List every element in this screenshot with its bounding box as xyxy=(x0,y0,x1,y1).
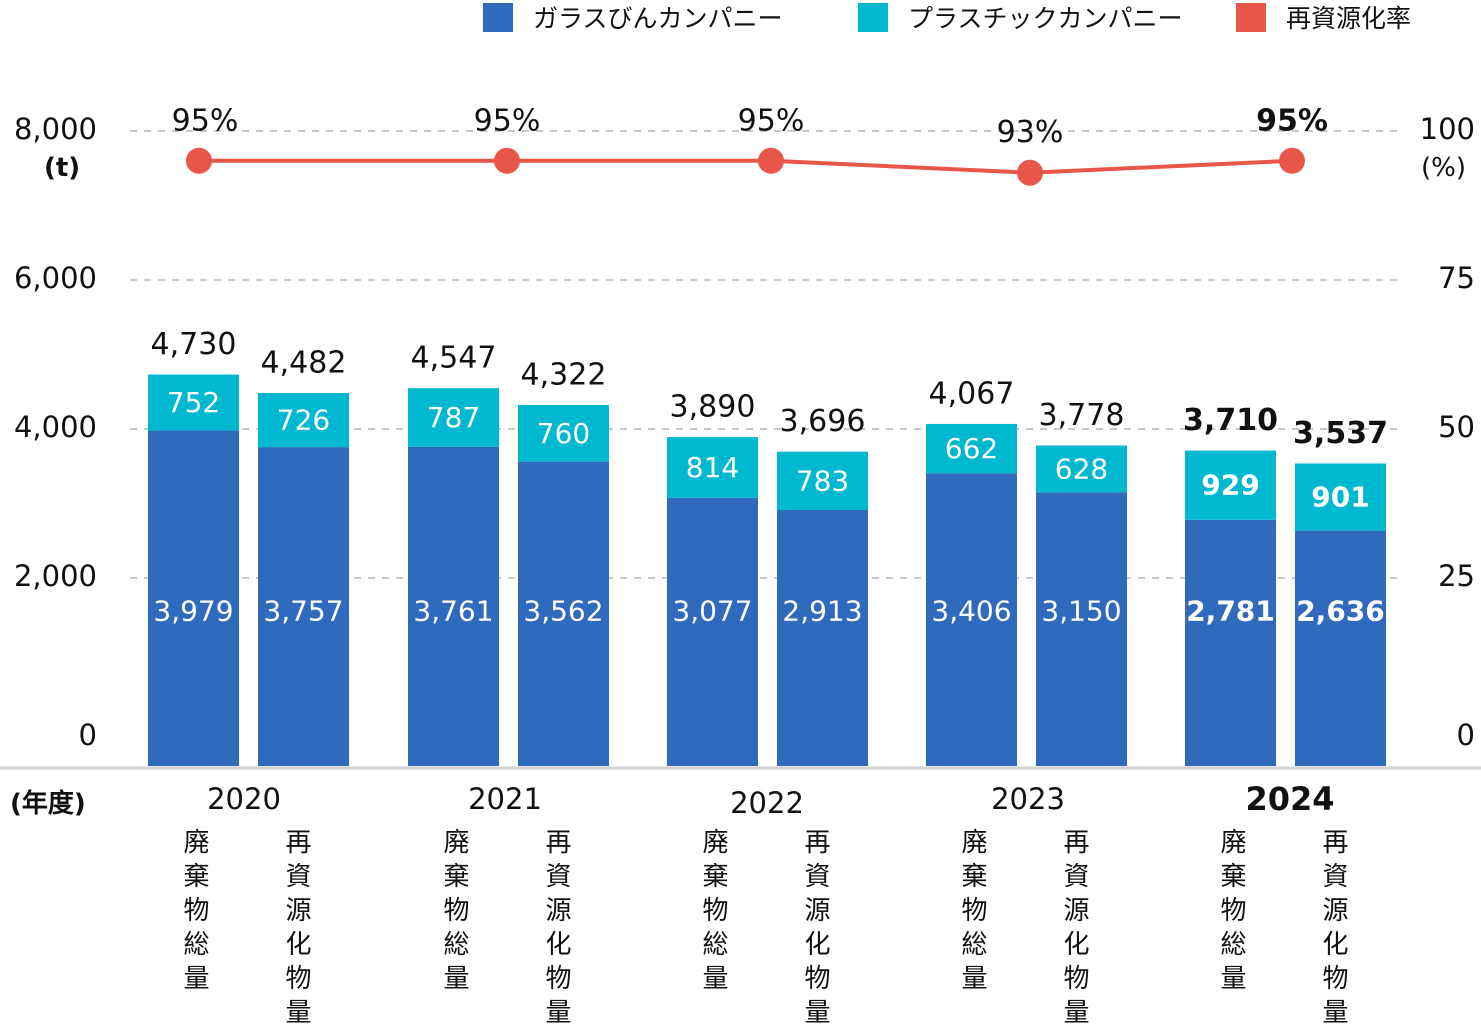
bar-glass-value-label: 2,636 xyxy=(1296,595,1385,628)
y-axis-tick-label: 8,000 xyxy=(14,112,97,146)
bar-glass xyxy=(926,473,1017,766)
y2-axis-tick-label: 75 xyxy=(1438,261,1475,295)
x-axis-unit: (年度) xyxy=(10,789,86,819)
y2-axis-tick-label: 100 xyxy=(1420,112,1475,146)
bar-total-label: 3,696 xyxy=(780,404,866,439)
bar-glass xyxy=(1036,492,1127,766)
bar-glass xyxy=(667,497,758,766)
bar-plastic-value-label: 760 xyxy=(537,417,590,450)
bar-plastic-value-label: 901 xyxy=(1311,481,1369,514)
bar-glass-value-label: 3,150 xyxy=(1041,595,1121,628)
x-subcategory-label: 廃棄物総量 xyxy=(1220,828,1246,994)
bar-glass xyxy=(1185,519,1276,766)
bar-plastic xyxy=(1036,445,1127,493)
bar-plastic-value-label: 929 xyxy=(1201,469,1259,502)
bar-plastic-value-label: 814 xyxy=(686,451,739,484)
x-subcategory-label: 廃棄物総量 xyxy=(183,828,209,994)
bar-total-label: 4,482 xyxy=(261,346,347,381)
bar-plastic xyxy=(777,451,868,510)
bar-glass xyxy=(518,461,609,766)
legend-item-plastic: プラスチックカンパニー xyxy=(858,0,1183,34)
legend-swatch-recycle-rate xyxy=(1236,2,1266,32)
y-axis-tick-label: 4,000 xyxy=(14,410,97,444)
bar-plastic-value-label: 628 xyxy=(1055,452,1108,485)
x-axis-category-label: 2024 xyxy=(1245,780,1334,818)
bar-total-label: 3,537 xyxy=(1293,416,1388,451)
x-subcategory-label: 廃棄物総量 xyxy=(961,828,987,994)
x-axis-category-label: 2022 xyxy=(730,786,804,820)
bar-glass xyxy=(777,509,868,766)
right-axis-unit: (%) xyxy=(1421,153,1466,183)
legend-swatch-glass xyxy=(483,2,513,32)
y-axis-tick-label: 0 xyxy=(79,718,97,752)
left-axis-unit: (t) xyxy=(44,153,81,183)
bar-total-label: 4,322 xyxy=(521,358,607,393)
x-axis-category-label: 2021 xyxy=(468,782,542,816)
recycle-rate-point xyxy=(186,147,212,174)
x-subcategory-label: 再資源化物量 xyxy=(1063,828,1089,1028)
recycle-rate-point xyxy=(1279,147,1305,174)
bar-plastic-value-label: 752 xyxy=(167,386,220,419)
bar-plastic-value-label: 662 xyxy=(945,432,998,465)
bar-glass-value-label: 3,979 xyxy=(153,595,233,628)
x-axis-category-label: 2023 xyxy=(991,782,1065,816)
recycle-rate-label: 95% xyxy=(1256,103,1328,138)
recycle-rate-label: 93% xyxy=(997,115,1064,150)
bar-glass xyxy=(258,447,349,766)
x-subcategory-label: 廃棄物総量 xyxy=(443,828,469,994)
bar-glass-value-label: 3,562 xyxy=(523,595,603,628)
bar-glass-value-label: 2,913 xyxy=(782,595,862,628)
bar-total-label: 3,890 xyxy=(670,390,756,425)
recycle-rate-point xyxy=(494,147,520,174)
bar-plastic xyxy=(408,388,499,447)
y2-axis-tick-label: 0 xyxy=(1457,718,1475,752)
bar-plastic xyxy=(1295,463,1386,531)
legend-label-recycle-rate: 再資源化率 xyxy=(1286,4,1412,33)
bar-glass-value-label: 3,757 xyxy=(263,595,343,628)
x-subcategory-label: 再資源化物量 xyxy=(545,828,571,1028)
bar-plastic xyxy=(148,374,239,431)
bar-glass-value-label: 3,077 xyxy=(672,595,752,628)
legend-label-plastic: プラスチックカンパニー xyxy=(908,4,1183,33)
recycle-rate-point xyxy=(758,147,784,174)
bar-plastic xyxy=(1185,450,1276,520)
y-axis-tick-label: 6,000 xyxy=(14,261,97,295)
legend-item-recycle-rate: 再資源化率 xyxy=(1236,0,1411,34)
bar-glass-value-label: 2,781 xyxy=(1186,595,1275,628)
bar-glass xyxy=(1295,530,1386,766)
legend-label-glass: ガラスびんカンパニー xyxy=(533,4,783,33)
y2-axis-tick-label: 25 xyxy=(1438,559,1475,593)
recycle-rate-label: 95% xyxy=(474,103,541,138)
bar-plastic xyxy=(518,405,609,462)
bar-total-label: 3,778 xyxy=(1039,398,1125,433)
bar-glass xyxy=(148,430,239,766)
bar-plastic-value-label: 787 xyxy=(427,401,480,434)
bar-glass xyxy=(408,446,499,766)
bar-total-label: 4,730 xyxy=(151,327,237,362)
recycle-rate-label: 95% xyxy=(738,103,805,138)
recycle-rate-line xyxy=(199,158,1293,175)
bar-plastic-value-label: 783 xyxy=(796,464,849,497)
x-subcategory-label: 再資源化物量 xyxy=(804,828,830,1028)
x-axis-category-label: 2020 xyxy=(207,782,281,816)
bar-plastic-value-label: 726 xyxy=(277,404,330,437)
bar-plastic xyxy=(926,423,1017,474)
x-subcategory-label: 再資源化物量 xyxy=(285,828,311,1028)
y2-axis-tick-label: 50 xyxy=(1438,410,1475,444)
bar-total-label: 3,710 xyxy=(1183,403,1278,438)
x-subcategory-label: 再資源化物量 xyxy=(1322,828,1348,1028)
bar-glass-value-label: 3,406 xyxy=(931,595,1011,628)
bar-glass-value-label: 3,761 xyxy=(413,595,493,628)
bar-plastic xyxy=(258,393,349,448)
recycle-rate-point xyxy=(1017,159,1043,186)
bar-total-label: 4,547 xyxy=(411,341,497,376)
legend-item-glass: ガラスびんカンパニー xyxy=(483,0,783,34)
x-subcategory-label: 廃棄物総量 xyxy=(702,828,728,994)
bar-total-label: 4,067 xyxy=(929,377,1015,412)
legend-swatch-plastic xyxy=(858,2,888,32)
y-axis-tick-label: 2,000 xyxy=(14,559,97,593)
recycle-rate-label: 95% xyxy=(172,103,239,138)
bar-plastic xyxy=(667,437,758,498)
